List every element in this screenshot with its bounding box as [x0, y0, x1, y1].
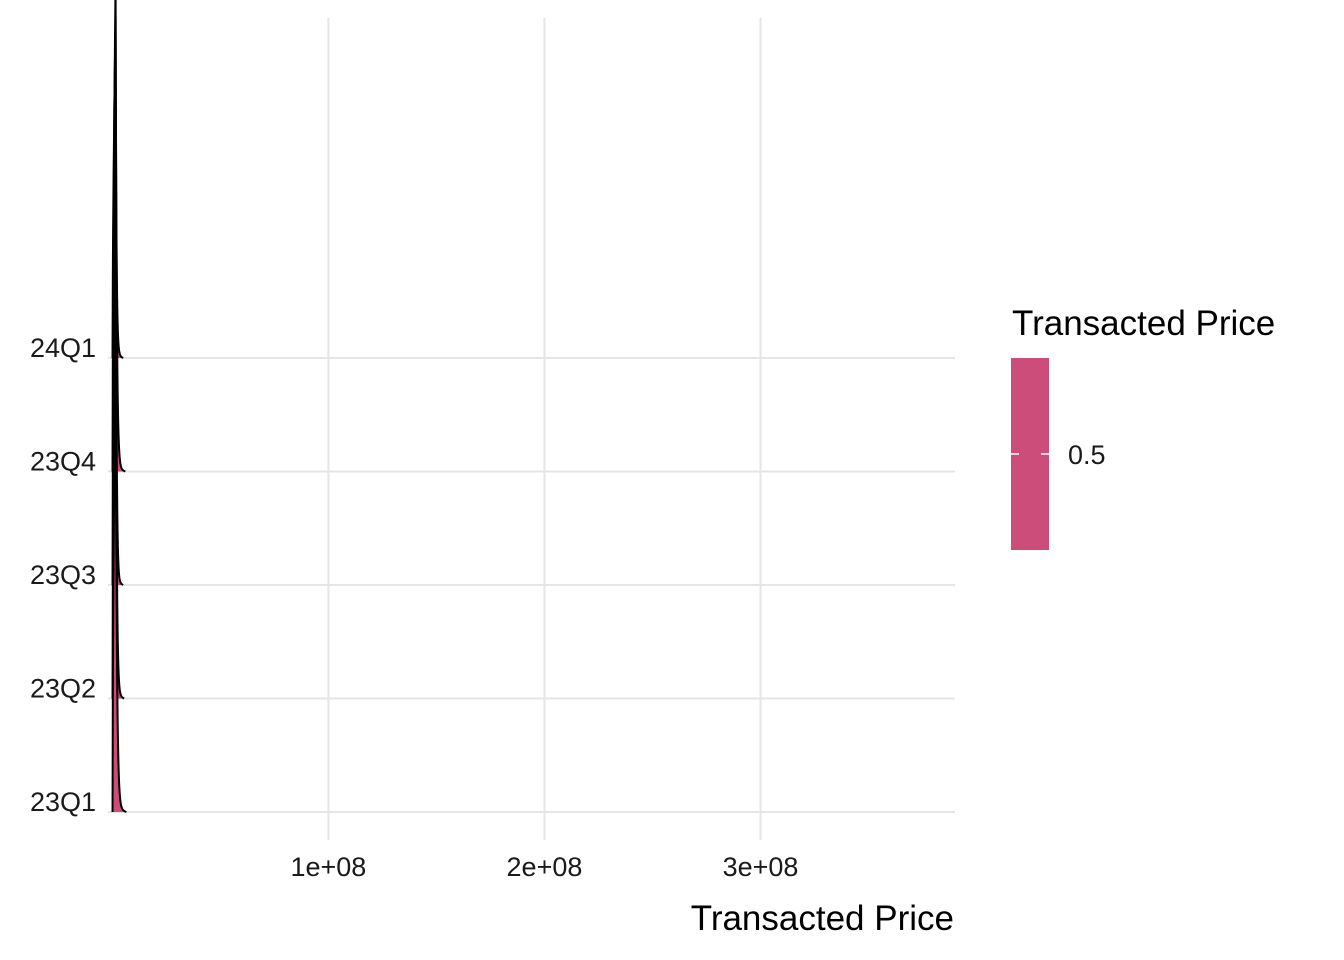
ridge-outline-23Q3	[111, 85, 124, 586]
ridge-outline-23Q2	[111, 199, 125, 700]
x-axis-tick-labels: 1e+08 2e+08 3e+08	[290, 852, 798, 882]
ridge-fill-23Q1	[112, 346, 127, 812]
x-tick-label: 3e+08	[723, 852, 799, 882]
legend-label: 0.5	[1068, 440, 1106, 470]
ridge-outline-23Q1	[111, 346, 127, 813]
y-axis-tick-labels: 23Q1 23Q2 23Q3 23Q4 24Q1	[30, 333, 96, 817]
y-tick-label: 24Q1	[30, 333, 96, 363]
x-axis-title: Transacted Price	[691, 899, 954, 938]
x-tick-label: 2e+08	[507, 852, 583, 882]
ridge-plot-area	[111, 0, 127, 813]
y-tick-label: 23Q3	[30, 560, 96, 590]
grid-lines	[108, 18, 955, 840]
y-tick-label: 23Q1	[30, 787, 96, 817]
y-tick-label: 23Q2	[30, 674, 96, 704]
y-tick-label: 23Q4	[30, 447, 96, 477]
legend-title: Transacted Price	[1012, 304, 1275, 343]
legend: Transacted Price 0.5	[1011, 304, 1275, 550]
x-tick-label: 1e+08	[290, 852, 366, 882]
ridge-outline-23Q4	[111, 0, 126, 473]
